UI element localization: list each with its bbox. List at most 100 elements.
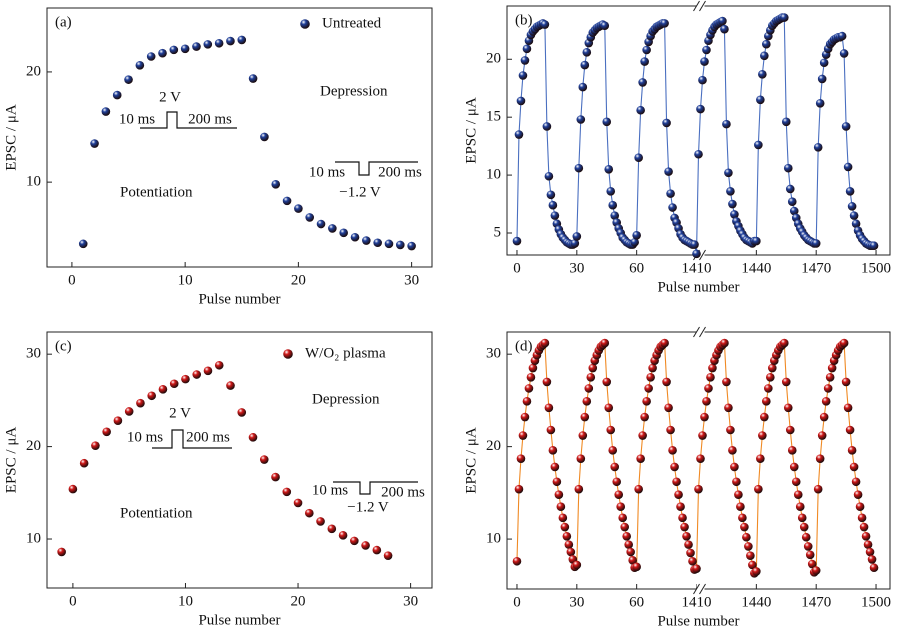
data-point bbox=[706, 372, 715, 382]
x-tick-label: 0 bbox=[513, 594, 521, 610]
data-point bbox=[294, 204, 303, 213]
x-axis-label: Pulse number bbox=[198, 291, 280, 307]
data-point bbox=[859, 522, 869, 532]
data-point bbox=[740, 522, 749, 532]
data-point bbox=[843, 403, 853, 413]
data-point bbox=[560, 522, 570, 532]
data-point bbox=[756, 454, 765, 463]
data-point bbox=[180, 44, 190, 54]
data-point bbox=[576, 115, 586, 124]
data-point bbox=[192, 370, 202, 379]
data-point bbox=[724, 403, 733, 413]
data-point bbox=[698, 431, 707, 440]
axis-break-gap bbox=[696, 0, 705, 12]
data-point bbox=[57, 547, 66, 557]
data-point bbox=[644, 384, 653, 393]
data-point bbox=[214, 38, 224, 48]
data-point bbox=[361, 541, 370, 550]
data-point bbox=[865, 547, 875, 557]
data-point bbox=[642, 397, 651, 406]
plot-frame bbox=[46, 7, 433, 268]
data-point bbox=[616, 502, 626, 512]
y-axis-label: EPSC / μA bbox=[463, 97, 479, 164]
data-point bbox=[698, 75, 707, 85]
panel: 0 30 60 1410 1440 1470 1500 10 20 30 Pulse number E… bbox=[463, 326, 891, 628]
data-point bbox=[124, 75, 133, 84]
data-point bbox=[638, 431, 647, 440]
data-point bbox=[668, 446, 677, 455]
data-point bbox=[606, 187, 616, 196]
data-point bbox=[528, 363, 538, 373]
axis-break-mark bbox=[693, 0, 700, 12]
data-point bbox=[554, 490, 564, 500]
data-point bbox=[600, 21, 610, 30]
data-point bbox=[516, 454, 526, 463]
data-point bbox=[407, 241, 416, 251]
data-point bbox=[91, 441, 100, 450]
data-point bbox=[781, 377, 791, 387]
data-point bbox=[702, 45, 711, 55]
data-point bbox=[522, 44, 532, 54]
data-point bbox=[805, 550, 815, 560]
data-point bbox=[787, 197, 797, 207]
data-point bbox=[237, 408, 247, 417]
data-point bbox=[696, 104, 705, 114]
x-tick-label: 1440 bbox=[741, 260, 771, 276]
data-point bbox=[861, 532, 871, 541]
data-point bbox=[825, 372, 835, 382]
data-point bbox=[722, 119, 731, 129]
plot-frame bbox=[46, 331, 433, 589]
data-point bbox=[821, 397, 831, 406]
data-point bbox=[779, 338, 789, 348]
data-point bbox=[158, 48, 167, 58]
annotation: 200 ms bbox=[381, 484, 425, 500]
x-tick-label: 20 bbox=[291, 272, 306, 288]
data-point bbox=[762, 397, 771, 406]
data-point bbox=[722, 377, 731, 387]
data-point bbox=[668, 203, 677, 212]
annotation: 2 V bbox=[159, 89, 181, 105]
data-point bbox=[817, 74, 827, 84]
data-point bbox=[787, 446, 797, 455]
axis-break-gap bbox=[696, 583, 705, 595]
annotation: Depression bbox=[320, 83, 388, 99]
panel: 0 10 20 30 10 20 Pulse number EPSC / μA (a) Untre… bbox=[3, 7, 433, 307]
data-point bbox=[544, 171, 554, 181]
data-point bbox=[271, 180, 281, 189]
data-point bbox=[578, 431, 588, 440]
data-point bbox=[853, 490, 863, 500]
data-point bbox=[580, 412, 590, 422]
data-point bbox=[540, 20, 550, 29]
data-point bbox=[383, 551, 393, 560]
x-tick-label: 30 bbox=[569, 594, 584, 610]
data-point bbox=[696, 454, 705, 463]
data-point bbox=[158, 384, 168, 394]
data-point bbox=[803, 542, 813, 551]
data-point bbox=[807, 559, 817, 569]
data-point bbox=[628, 556, 637, 565]
data-point bbox=[704, 384, 713, 393]
annotation: 200 ms bbox=[186, 429, 230, 445]
data-point bbox=[688, 556, 697, 566]
data-point bbox=[604, 403, 614, 413]
data-point bbox=[823, 384, 833, 393]
data-point bbox=[666, 425, 675, 435]
data-point bbox=[869, 241, 879, 251]
data-point bbox=[113, 416, 123, 426]
x-tick-label: 10 bbox=[178, 593, 193, 609]
data-point bbox=[783, 403, 793, 413]
data-point bbox=[574, 484, 584, 494]
data-point bbox=[636, 454, 645, 463]
x-axis-label: Pulse number bbox=[198, 612, 280, 628]
data-point bbox=[754, 484, 763, 494]
data-point bbox=[632, 231, 641, 240]
data-point bbox=[540, 338, 550, 348]
data-point bbox=[112, 90, 122, 100]
data-point bbox=[690, 240, 699, 249]
y-tick-label: 10 bbox=[26, 174, 41, 190]
y-tick-label: 15 bbox=[486, 109, 501, 125]
x-tick-label: 0 bbox=[513, 260, 521, 276]
data-point bbox=[384, 239, 394, 249]
data-point bbox=[758, 431, 767, 440]
